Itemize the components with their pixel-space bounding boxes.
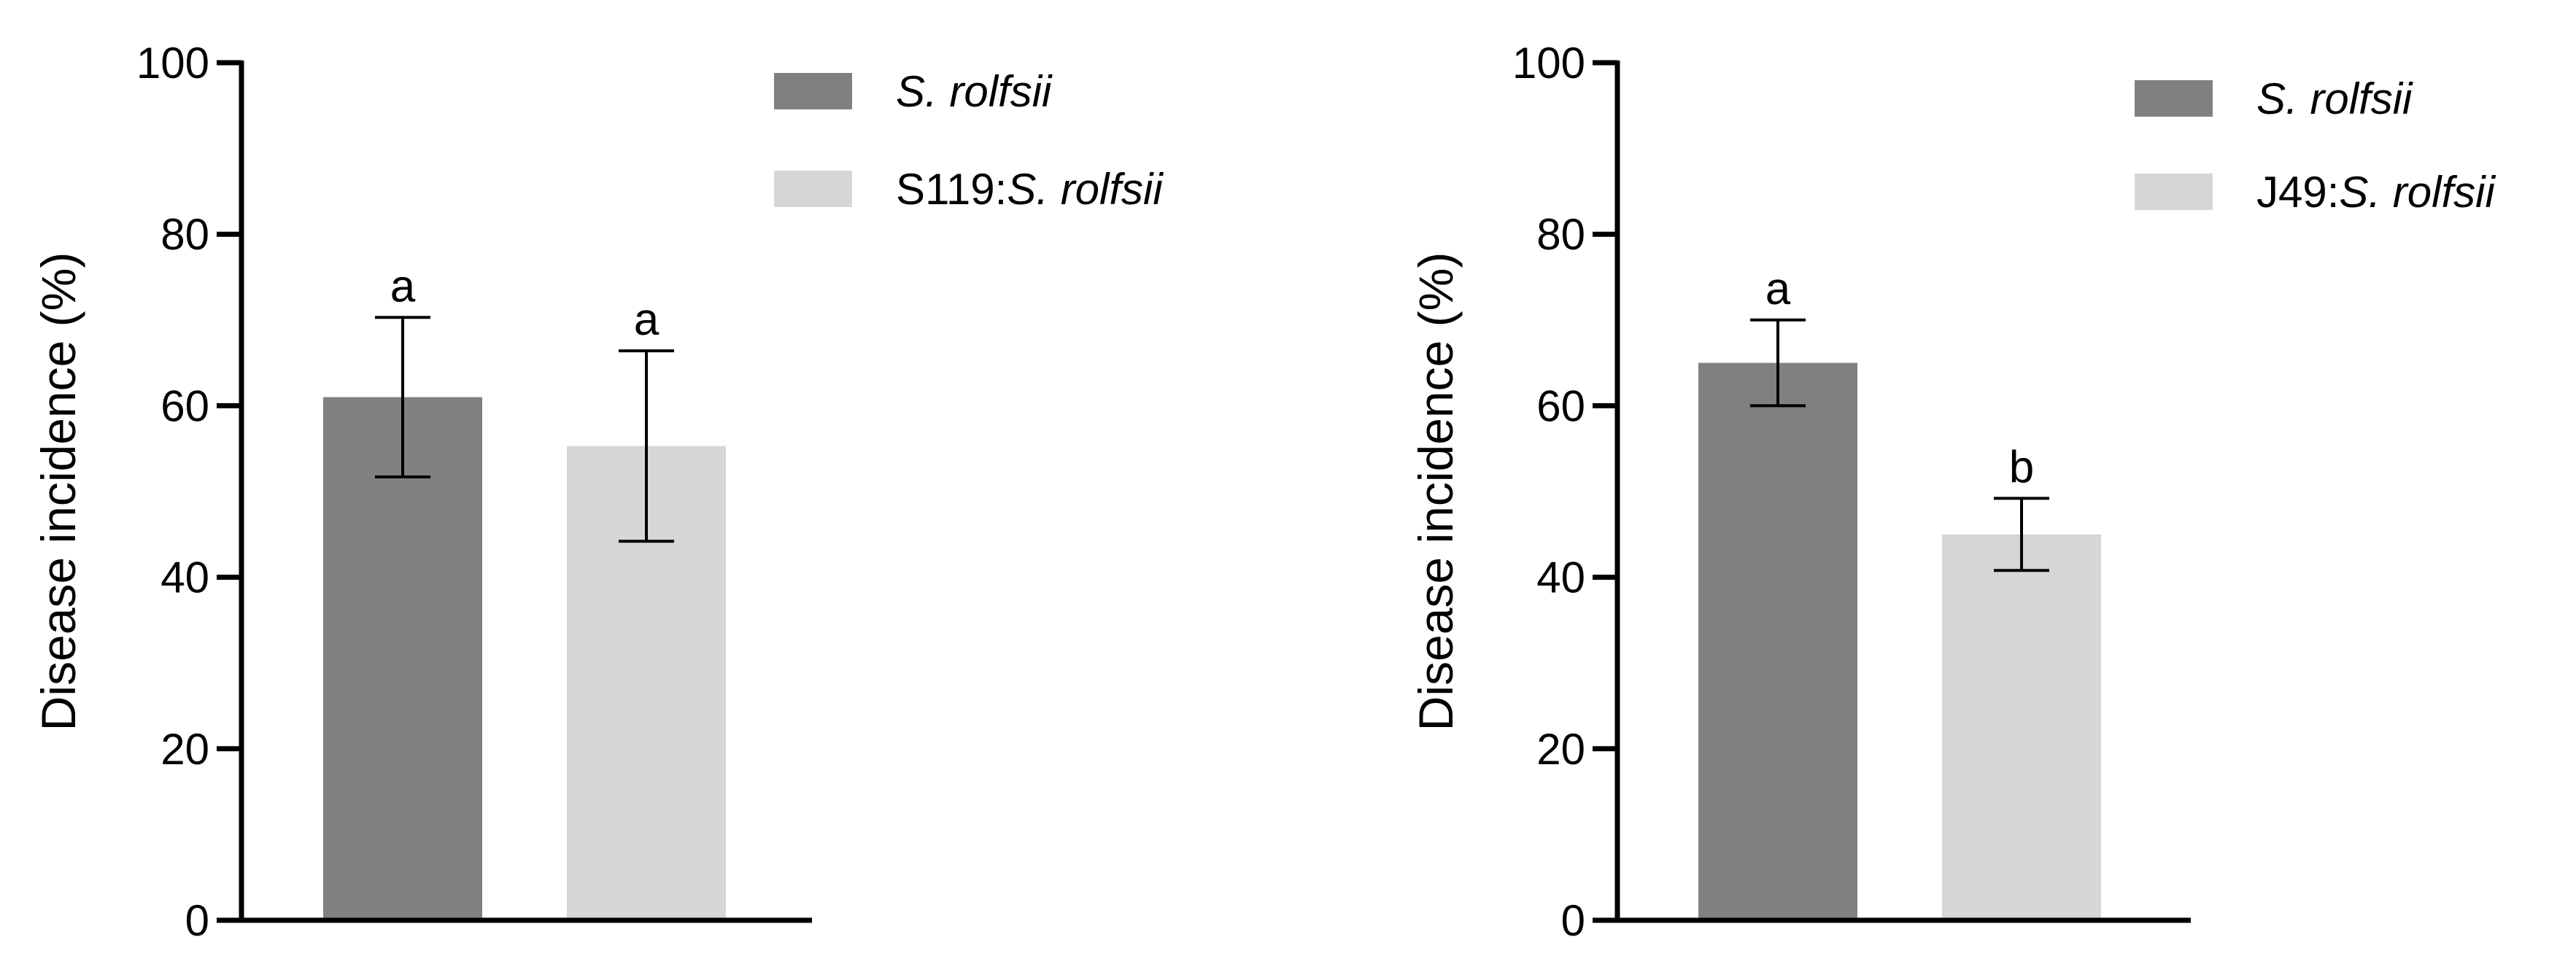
legend-swatch-0 [2135, 80, 2213, 117]
y-tick-label-4: 80 [160, 210, 209, 259]
legend-swatch-1 [2135, 174, 2213, 210]
y-tick-label-1: 20 [1536, 725, 1585, 774]
bar-1 [1942, 534, 2101, 920]
legend-swatch-1 [774, 171, 852, 207]
error-bar-1 [619, 349, 674, 543]
significance-label-1: b [2009, 442, 2034, 492]
y-tick-label-5: 100 [1512, 39, 1585, 88]
significance-label-0: a [1765, 264, 1791, 314]
y-tick-label-4: 80 [1536, 210, 1585, 259]
y-tick-label-0: 0 [1561, 896, 1585, 945]
y-axis-title: Disease incidence (%) [31, 252, 85, 731]
error-bar-0 [1750, 318, 1806, 408]
significance-label-0: a [390, 261, 416, 311]
y-tick-label-3: 60 [160, 381, 209, 430]
error-bar-0 [375, 316, 430, 479]
bar-0 [323, 397, 482, 920]
legend-label-0: S. rolfsii [896, 67, 1053, 116]
legend-swatch-0 [774, 73, 852, 109]
legend-label-1: J49:S. rolfsii [2256, 168, 2496, 217]
significance-label-1: a [634, 295, 660, 345]
legend-label-1: S119:S. rolfsii [896, 165, 1164, 214]
legend-label-0: S. rolfsii [2256, 74, 2413, 123]
y-tick-label-1: 20 [160, 725, 209, 774]
error-bar-1 [1994, 497, 2049, 572]
chart-panel-left: a a 0 20 40 60 80 100 Disease incidence (%) S. ro… [31, 39, 1164, 945]
y-tick-label-3: 60 [1536, 381, 1585, 430]
y-tick-label-5: 100 [136, 39, 209, 88]
bar-0 [1698, 362, 1857, 921]
chart-panel-right: a b 0 20 40 60 80 100 Disease incidence (%) S. ro… [1409, 39, 2496, 945]
y-axis-title: Disease incidence (%) [1409, 252, 1463, 731]
y-tick-label-0: 0 [185, 896, 209, 945]
y-tick-label-2: 40 [160, 553, 209, 602]
y-tick-label-2: 40 [1536, 553, 1585, 602]
